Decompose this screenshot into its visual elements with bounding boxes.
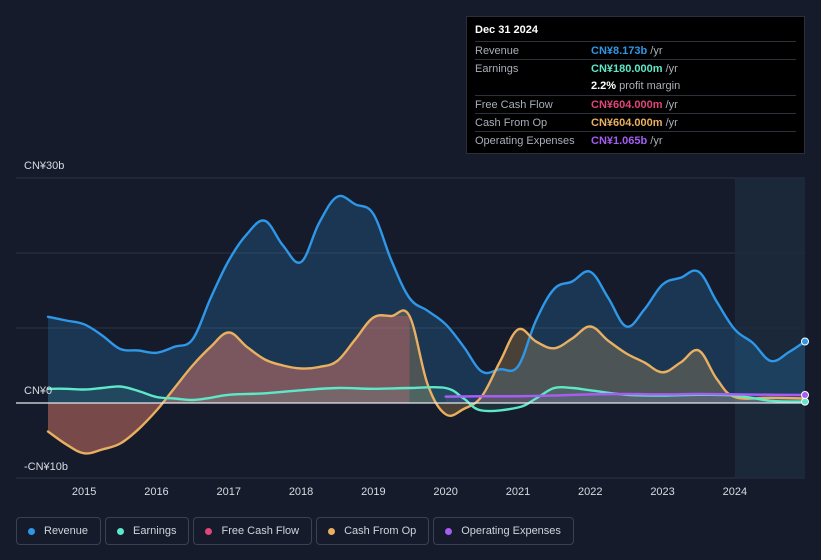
tooltip-unit-opex: /yr [650, 135, 663, 148]
legend-fcf-dot-icon [205, 527, 213, 535]
series-end-markers [801, 337, 809, 406]
tooltip-row-margin: 2.2% profit margin [475, 78, 796, 95]
legend-cfo[interactable]: Cash From Op [316, 517, 430, 545]
tooltip-value-revenue: CN¥8.173b [591, 44, 648, 57]
legend: Revenue Earnings Free Cash Flow Cash Fro… [16, 517, 574, 545]
y-tick-label: CN¥30b [24, 160, 64, 172]
area-fcf [48, 315, 410, 454]
series-lines [46, 194, 807, 455]
tooltip-unit-earnings: /yr [665, 62, 678, 75]
tooltip: Dec 31 2024 Revenue CN¥8.173b /yr Earnin… [466, 16, 805, 154]
x-tick-label: 2016 [144, 486, 168, 498]
x-tick-label: 2021 [506, 486, 530, 498]
legend-cfo-label: Cash From Op [344, 525, 417, 537]
tooltip-value-fcf: CN¥604.000m [591, 98, 663, 111]
legend-revenue[interactable]: Revenue [16, 517, 102, 545]
line-revenue [46, 194, 807, 375]
tooltip-label-fcf: Free Cash Flow [475, 98, 553, 111]
x-tick-label: 2015 [72, 486, 96, 498]
forecast-highlight [734, 178, 805, 478]
x-tick-label: 2024 [723, 486, 747, 498]
x-tick-label: 2020 [433, 486, 457, 498]
tooltip-unit-margin: profit margin [619, 80, 681, 93]
end-marker-revenue [801, 337, 809, 346]
line-opex [444, 392, 807, 398]
end-marker-opex [801, 391, 809, 400]
legend-opex[interactable]: Operating Expenses [433, 517, 574, 545]
highlight-region [734, 178, 805, 478]
legend-revenue-dot-icon [28, 527, 35, 535]
legend-fcf-label: Free Cash Flow [221, 525, 300, 537]
tooltip-label-earnings: Earnings [475, 62, 519, 75]
tooltip-row-revenue: Revenue CN¥8.173b /yr [475, 41, 796, 59]
legend-earnings[interactable]: Earnings [105, 517, 190, 545]
legend-revenue-label: Revenue [44, 525, 89, 537]
legend-opex-dot-icon [445, 527, 453, 535]
legend-earnings-dot-icon [117, 527, 125, 535]
tooltip-unit-cfo: /yr [665, 116, 678, 129]
tooltip-unit-revenue: /yr [650, 44, 663, 57]
legend-opex-label: Operating Expenses [461, 525, 561, 537]
axis-labels: CN¥30b CN¥0 -CN¥10b 2015 2016 2017 2018 2019 202… [24, 160, 747, 498]
tooltip-label-revenue: Revenue [475, 44, 520, 57]
x-tick-label: 2017 [217, 486, 241, 498]
y-tick-label: CN¥0 [24, 385, 52, 397]
tooltip-label-cfo: Cash From Op [475, 116, 548, 129]
area-earnings [48, 386, 805, 412]
grid-lines [16, 177, 805, 479]
legend-fcf[interactable]: Free Cash Flow [193, 517, 313, 545]
tooltip-row-fcf: Free Cash Flow CN¥604.000m /yr [475, 94, 796, 113]
tooltip-value-opex: CN¥1.065b [591, 135, 648, 148]
y-tick-label: -CN¥10b [24, 461, 68, 473]
tooltip-row-earnings: Earnings CN¥180.000m /yr [475, 59, 796, 77]
tooltip-value-margin: 2.2% [591, 80, 617, 93]
tooltip-label-opex: Operating Expenses [475, 135, 575, 148]
legend-cfo-dot-icon [328, 527, 336, 535]
end-marker-earnings [801, 397, 809, 406]
tooltip-value-earnings: CN¥180.000m [591, 62, 663, 75]
tooltip-row-opex: Operating Expenses CN¥1.065b /yr [475, 131, 796, 149]
x-tick-label: 2023 [650, 486, 674, 498]
x-tick-label: 2018 [289, 486, 313, 498]
x-tick-label: 2019 [361, 486, 385, 498]
line-cfo [46, 309, 807, 455]
tooltip-date: Dec 31 2024 [475, 24, 538, 36]
tooltip-unit-fcf: /yr [665, 98, 678, 111]
tooltip-row-cfo: Cash From Op CN¥604.000m /yr [475, 113, 796, 131]
tooltip-value-cfo: CN¥604.000m [591, 116, 663, 129]
series-areas [48, 195, 805, 454]
legend-earnings-label: Earnings [133, 525, 177, 537]
x-tick-label: 2022 [578, 486, 602, 498]
